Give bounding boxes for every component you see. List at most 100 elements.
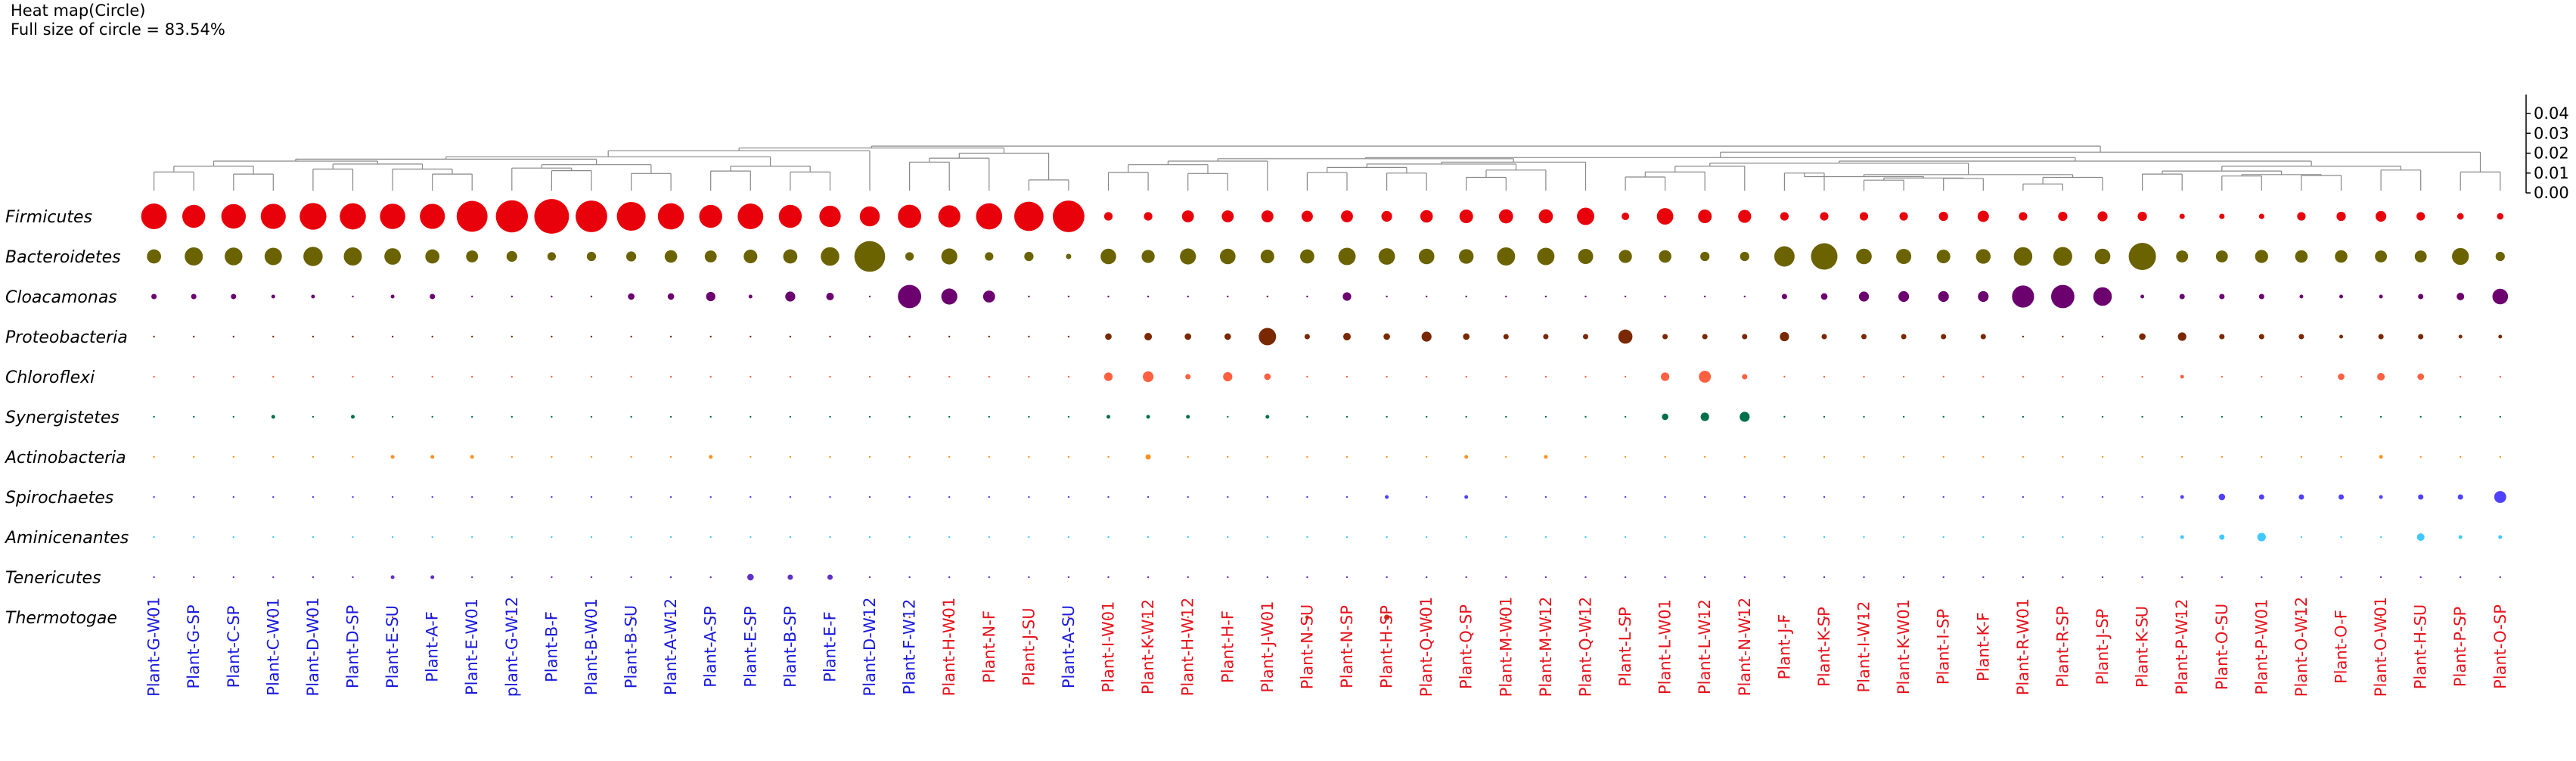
circle-firmicutes-plant-h-su — [2416, 212, 2425, 221]
circle-chloroflexi-plant-l-w01 — [1661, 372, 1670, 381]
circle-thermotogae-plant-o-f — [2340, 616, 2342, 619]
circle-thermotogae-plant-n-su — [1305, 615, 1309, 620]
circle-bacteroidetes-plant-k-f — [1975, 249, 1991, 264]
circle-tenericutes-plant-q-w12 — [1584, 576, 1587, 579]
circle-aminicenantes-plant-h-sp — [1386, 536, 1388, 539]
sample-label-plant-e-su: Plant-E-SU — [383, 605, 402, 688]
circle-firmicutes-plant-o-w12 — [2297, 212, 2306, 221]
circle-synergistetes-plant-c-sp — [232, 415, 234, 418]
circle-bacteroidetes-plant-d-sp — [343, 247, 362, 266]
sample-label-plant-o-w12: Plant-O-W12 — [2292, 597, 2311, 697]
circle-tenericutes-plant-a-f — [430, 575, 435, 579]
sample-label-plant-l-w01: Plant-L-W01 — [1656, 599, 1674, 694]
circle-actinobacteria-plant-k-su — [2141, 455, 2143, 458]
circle-aminicenantes-plant-o-w01 — [2379, 536, 2382, 539]
circle-spirochaetes-plant-k-f — [1982, 495, 1985, 499]
circle-proteobacteria-plant-h-su — [2418, 334, 2424, 340]
circle-cloacamonas-plant-e-sp — [748, 294, 753, 299]
circle-spirochaetes-plant-g-w12 — [511, 495, 513, 499]
circle-actinobacteria-plant-h-f — [1227, 455, 1229, 458]
circle-chloroflexi-plant-m-w01 — [1505, 375, 1507, 378]
circle-bacteroidetes-plant-g-w01 — [147, 249, 161, 264]
sample-label-plant-e-sp: Plant-E-SP — [741, 606, 759, 687]
circle-firmicutes-plant-b-sp — [778, 204, 802, 228]
circle-tenericutes-plant-a-sp — [709, 576, 712, 579]
circle-tenericutes-plant-h-w01 — [948, 576, 951, 579]
circle-proteobacteria-plant-m-w01 — [1503, 334, 1509, 340]
circle-tenericutes-plant-n-f — [988, 576, 991, 579]
circle-spirochaetes-plant-k-su — [2141, 495, 2143, 499]
circle-bacteroidetes-plant-h-f — [1219, 248, 1236, 265]
circle-spirochaetes-plant-d-w01 — [312, 495, 315, 499]
row-label-aminicenantes: Aminicenantes — [4, 529, 129, 548]
circle-spirochaetes-plant-o-w01 — [2379, 495, 2383, 499]
circle-cloacamonas-plant-k-f — [1978, 290, 1989, 303]
circle-spirochaetes-plant-j-w01 — [1266, 495, 1269, 499]
sample-label-plant-q-w01: Plant-Q-W01 — [1417, 597, 1435, 697]
circle-bacteroidetes-plant-g-sp — [185, 247, 203, 266]
circle-thermotogae-plant-l-w12 — [1704, 616, 1706, 619]
circle-firmicutes-plant-g-w12 — [495, 200, 529, 233]
circle-firmicutes-plant-p-w12 — [2179, 213, 2185, 219]
circle-chloroflexi-plant-q-w12 — [1584, 375, 1587, 378]
circle-aminicenantes-plant-b-w01 — [590, 536, 593, 539]
circle-actinobacteria-plant-f-w12 — [908, 455, 911, 458]
circle-tenericutes-plant-l-w12 — [1704, 576, 1706, 579]
circle-chloroflexi-plant-n-w12 — [1742, 374, 1748, 380]
circle-thermotogae-plant-e-su — [391, 616, 394, 619]
circle-tenericutes-plant-k-w12 — [1147, 576, 1150, 579]
circle-bacteroidetes-plant-q-w01 — [1418, 248, 1435, 265]
circle-synergistetes-plant-i-w01 — [1106, 415, 1110, 419]
circle-tenericutes-plant-p-sp — [2460, 576, 2462, 579]
circle-aminicenantes-plant-g-w12 — [511, 536, 513, 539]
circle-bacteroidetes-plant-k-w01 — [1896, 249, 1912, 264]
circle-tenericutes-plant-j-sp — [2101, 576, 2104, 579]
circle-actinobacteria-plant-n-f — [988, 455, 991, 458]
sample-label-plant-h-w12: Plant-H-W12 — [1179, 598, 1197, 697]
circle-proteobacteria-plant-c-w01 — [272, 335, 275, 338]
circle-synergistetes-plant-k-sp — [1823, 415, 1826, 418]
circle-tenericutes-plant-e-f — [827, 574, 833, 580]
sample-label-plant-h-f: Plant-H-F — [1218, 610, 1237, 683]
circle-actinobacteria-plant-e-su — [390, 455, 395, 459]
circle-bacteroidetes-plant-e-sp — [743, 249, 758, 264]
circle-thermotogae-plant-n-w12 — [1743, 616, 1746, 619]
circle-spirochaetes-plant-o-su — [2218, 493, 2226, 501]
circle-firmicutes-plant-n-su — [1301, 210, 1313, 222]
circle-chloroflexi-plant-g-w01 — [153, 375, 155, 378]
circle-chloroflexi-plant-b-w01 — [590, 375, 593, 378]
circle-firmicutes-plant-j-sp — [2097, 211, 2108, 222]
circle-tenericutes-plant-d-sp — [352, 576, 354, 579]
circle-cloacamonas-plant-p-w01 — [2258, 294, 2264, 300]
circle-synergistetes-plant-r-sp — [2062, 415, 2064, 418]
circle-cloacamonas-plant-j-su — [1028, 295, 1030, 298]
circle-bacteroidetes-plant-d-w01 — [303, 247, 323, 266]
circle-bacteroidetes-plant-j-sp — [2094, 248, 2111, 265]
circle-actinobacteria-plant-g-w01 — [153, 455, 155, 458]
circle-thermotogae-plant-k-su — [2141, 616, 2143, 619]
circle-tenericutes-plant-b-f — [551, 576, 553, 579]
circle-proteobacteria-plant-o-w12 — [2298, 334, 2304, 340]
circle-chloroflexi-plant-c-sp — [232, 375, 234, 378]
circle-bacteroidetes-plant-m-w12 — [1537, 247, 1555, 266]
sample-labels: Plant-G-W01 Plant-G-SP Plant-C-SP Plant-C-W… — [145, 597, 2509, 697]
circle-thermotogae-plant-c-sp — [232, 616, 234, 619]
circle-chloroflexi-plant-l-w12 — [1699, 371, 1712, 383]
circle-synergistetes-plant-j-w01 — [1265, 415, 1270, 419]
circle-aminicenantes-plant-o-sp — [2498, 535, 2503, 539]
circle-aminicenantes-plant-g-sp — [193, 536, 195, 539]
circle-cloacamonas-plant-o-w12 — [2299, 294, 2304, 299]
circle-synergistetes-plant-o-sp — [2499, 415, 2501, 418]
circle-aminicenantes-plant-l-w01 — [1664, 536, 1666, 539]
circle-spirochaetes-plant-o-f — [2338, 494, 2345, 500]
circle-cloacamonas-plant-m-w12 — [1544, 295, 1547, 298]
sample-label-plant-o-sp: Plant-O-SP — [2491, 604, 2509, 689]
circle-synergistetes-plant-a-w12 — [669, 415, 672, 418]
circle-actinobacteria-plant-c-sp — [232, 455, 234, 458]
circle-proteobacteria-plant-p-w01 — [2258, 334, 2264, 340]
circle-synergistetes-plant-i-w12 — [1863, 415, 1865, 418]
circle-actinobacteria-plant-d-w12 — [868, 455, 871, 458]
circle-actinobacteria-plant-l-w01 — [1664, 455, 1666, 458]
circle-thermotogae-plant-h-w12 — [1187, 616, 1189, 619]
circle-proteobacteria-plant-f-w12 — [908, 335, 911, 338]
